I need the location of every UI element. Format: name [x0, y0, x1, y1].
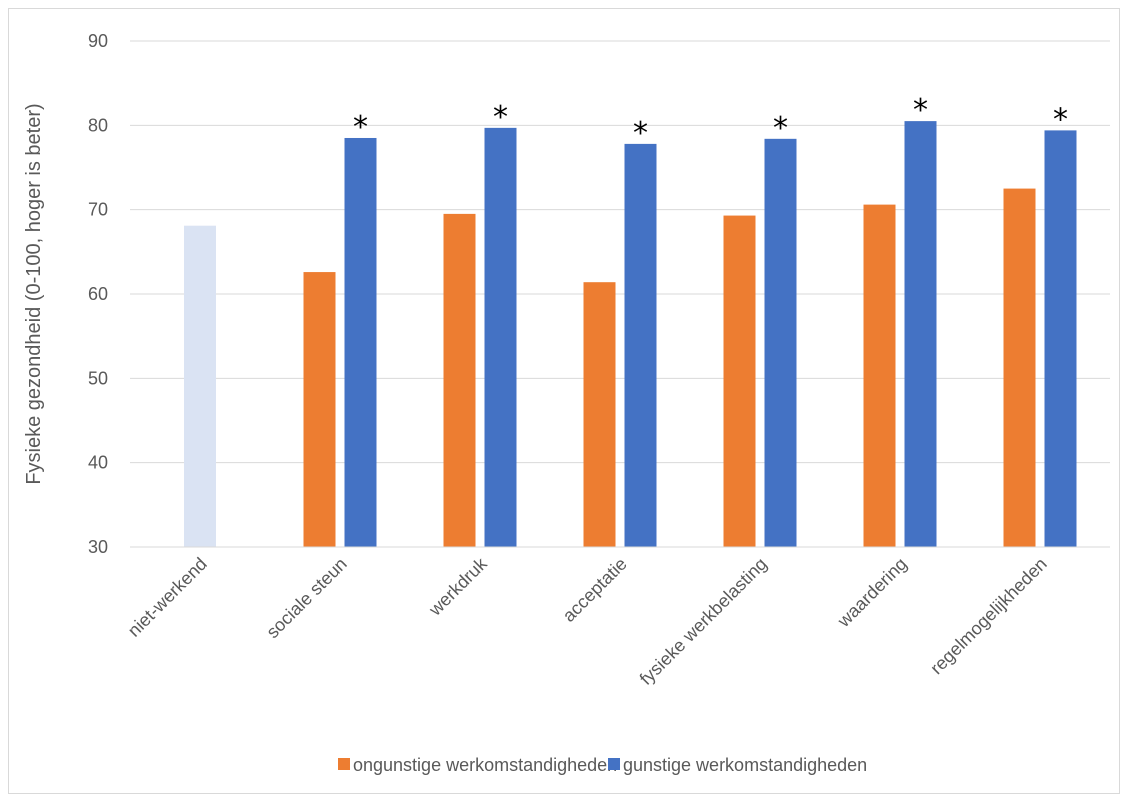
x-category-label: waardering	[833, 554, 911, 632]
bar-werkdruk-ongunstig	[443, 213, 476, 547]
y-axis-title: Fysieke gezondheid (0-100, hoger is bete…	[23, 103, 45, 484]
x-category-label: werkdruk	[424, 553, 491, 620]
y-tick-label: 90	[88, 31, 108, 51]
bars	[184, 121, 1077, 548]
significance-markers: * * * * * *	[353, 93, 1068, 151]
significance-marker: *	[633, 116, 648, 151]
significance-marker: *	[913, 93, 928, 128]
x-category-label: niet-werkend	[124, 554, 211, 641]
bar-regelmogelijkheden-ongunstig	[1003, 188, 1036, 548]
gridlines	[130, 40, 1110, 464]
bar-werkdruk-gunstig	[484, 127, 517, 547]
x-category-label: acceptatie	[559, 554, 631, 626]
bar-fysieke-werkbelasting-ongunstig	[723, 215, 756, 547]
legend-label: ongunstige werkomstandigheden	[353, 755, 617, 775]
significance-marker: *	[1053, 102, 1068, 137]
bar-sociale-steun-ongunstig	[303, 272, 336, 547]
y-tick-label: 40	[88, 453, 108, 473]
significance-marker: *	[773, 111, 788, 146]
x-axis-category-labels: niet-werkend sociale steun werkdruk accepta…	[124, 553, 1051, 689]
bar-niet-werkend	[184, 225, 216, 547]
bar-acceptatie-gunstig	[624, 143, 657, 548]
x-category-label: sociale steun	[262, 554, 350, 642]
legend-swatch-ongunstig	[338, 758, 350, 770]
bar-regelmogelijkheden-gunstig	[1044, 130, 1077, 548]
y-axis-ticks: 30 40 50 60 70 80 90	[88, 31, 108, 557]
legend-swatch-gunstig	[608, 758, 620, 770]
bar-waardering-ongunstig	[863, 204, 896, 547]
y-tick-label: 60	[88, 284, 108, 304]
y-tick-label: 70	[88, 200, 108, 220]
x-category-label: fysieke werkbelasting	[636, 554, 771, 689]
bar-acceptatie-ongunstig	[583, 282, 616, 547]
bar-waardering-gunstig	[904, 121, 937, 547]
bar-sociale-steun-gunstig	[344, 137, 377, 547]
legend: ongunstige werkomstandigheden gunstige we…	[338, 755, 867, 775]
significance-marker: *	[493, 100, 508, 135]
significance-marker: *	[353, 110, 368, 145]
x-category-label: regelmogelijkheden	[926, 554, 1051, 679]
y-tick-label: 80	[88, 115, 108, 135]
y-tick-label: 30	[88, 537, 108, 557]
y-tick-label: 50	[88, 368, 108, 388]
legend-label: gunstige werkomstandigheden	[623, 755, 867, 775]
bar-fysieke-werkbelasting-gunstig	[764, 138, 797, 547]
